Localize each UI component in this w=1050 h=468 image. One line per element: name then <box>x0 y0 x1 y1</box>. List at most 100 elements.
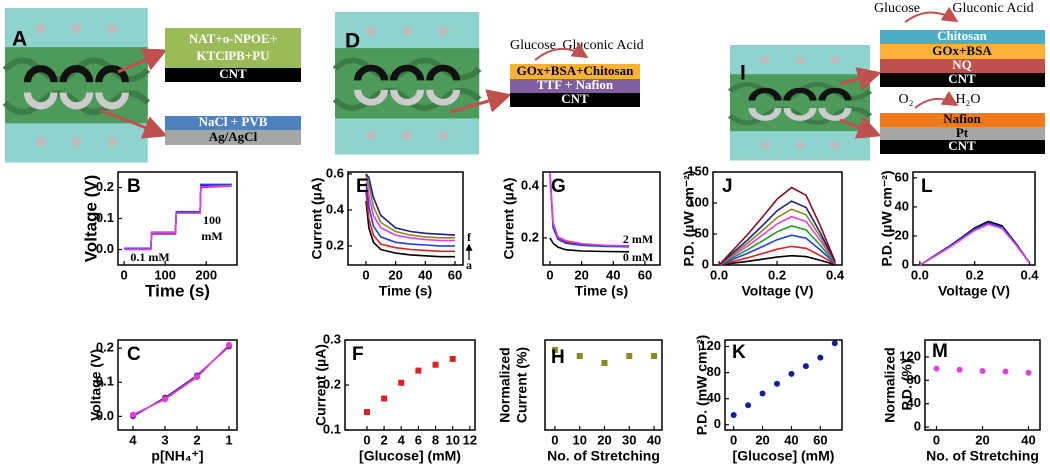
panel-label: J <box>722 176 733 197</box>
panel-label: H <box>551 347 565 368</box>
x-tick-label: 200 <box>195 267 217 282</box>
x-axis-label: p[NH₄⁺] <box>151 448 203 464</box>
x-tick-label: 0.2 <box>966 267 984 282</box>
diagram-d: D Glucose Gluconic Acid GOx+BSA+Chitosan… <box>335 12 644 155</box>
annotation: 0.1 mM <box>130 250 169 264</box>
series-line <box>365 173 455 242</box>
data-point <box>432 361 439 368</box>
y-tick-label: 0.4 <box>521 177 540 192</box>
y-tick-label: 50 <box>695 225 709 240</box>
x-tick-label: 2 <box>380 432 387 447</box>
x-tick-label: 20 <box>388 267 402 282</box>
x-tick-label: 0 <box>730 432 737 447</box>
y-tick-label: 40 <box>895 198 909 213</box>
panel-label: L <box>921 176 933 197</box>
y-tick-label: 0.3 <box>323 331 341 346</box>
series-line <box>132 344 230 416</box>
y-tick-label: 0 <box>902 256 909 271</box>
x-tick-label: 30 <box>622 432 636 447</box>
x-tick-label: 60 <box>638 267 652 282</box>
panel-label: C <box>127 344 141 365</box>
series-line <box>718 234 836 266</box>
layer-label: CNT <box>561 91 589 106</box>
x-tick-label: 20 <box>975 432 989 447</box>
y-axis-label: P.D. (µW cm⁻²) <box>681 170 697 266</box>
x-tick-label: 2 <box>193 432 200 447</box>
x-tick-label: 10 <box>445 432 459 447</box>
plot-frame <box>912 171 1036 266</box>
x-tick-label: 0.0 <box>710 267 728 282</box>
layer-label: Ag/AgCl <box>209 129 258 144</box>
plot-frame <box>724 339 843 431</box>
layer-label: TTF + Nafion <box>537 77 614 92</box>
y-tick-label: 0.1 <box>323 421 341 436</box>
reaction-text: Gluconic Acid <box>952 1 1033 16</box>
y-tick-label: 0.2 <box>326 237 344 252</box>
data-point <box>1002 368 1009 375</box>
series-line <box>124 184 232 250</box>
x-tick-label: 3 <box>161 432 168 447</box>
series-line <box>365 191 455 253</box>
layer-label: NAT+o-NPOE+ <box>189 31 277 46</box>
y-tick-label: 0.0 <box>96 241 114 256</box>
layer-label: NQ <box>952 57 972 72</box>
annotation: 100 <box>203 213 221 227</box>
series-line <box>549 172 630 247</box>
x-tick-label: 0 <box>546 267 553 282</box>
data-point <box>194 374 201 381</box>
series-line <box>365 173 456 236</box>
series-line <box>718 186 836 266</box>
y-tick-label: 60 <box>895 169 909 184</box>
y-axis-label: P.D. (mW cm⁻²) <box>694 335 710 435</box>
y-axis-label: Normalized <box>497 347 513 422</box>
x-tick-label: 40 <box>606 267 620 282</box>
x-tick-label: 4 <box>129 432 137 447</box>
x-tick-label: 100 <box>154 267 176 282</box>
diagram-i: I Glucose Gluconic Acid Chitosan GOx+BSA… <box>730 1 1045 160</box>
panel-label: K <box>732 342 746 363</box>
y-tick-label: 0.1 <box>96 374 114 389</box>
series-line <box>718 215 836 266</box>
series-line <box>549 175 630 248</box>
reaction-text: Glucose <box>874 1 920 16</box>
x-tick-label: 0.0 <box>911 267 929 282</box>
data-point <box>381 395 388 402</box>
data-point <box>956 366 963 373</box>
data-point <box>363 409 370 415</box>
x-tick-label: 40 <box>784 432 798 447</box>
x-tick-label: 0 <box>362 267 369 282</box>
layer-label: GOx+BSA <box>932 43 992 58</box>
layer-label: KTClPB+PU <box>196 48 270 63</box>
y-tick-label: 0.2 <box>96 179 114 194</box>
y-tick-label: 20 <box>895 227 909 242</box>
reaction-text: H₂O <box>955 92 980 107</box>
data-point <box>551 347 558 353</box>
x-tick-label: 0.4 <box>826 267 845 282</box>
data-point <box>626 353 633 359</box>
x-axis-label: Voltage (V) <box>938 283 1010 299</box>
y-tick-label: 0.1 <box>96 210 114 225</box>
series-line <box>919 222 1031 266</box>
data-point <box>1025 369 1032 376</box>
series-line <box>718 225 836 266</box>
x-tick-label: 4 <box>398 432 406 447</box>
data-point <box>226 341 233 348</box>
panel-label: A <box>12 28 27 51</box>
y-tick-label: 40 <box>907 395 921 410</box>
x-axis-label: Time (s) <box>379 283 432 299</box>
plot-frame <box>542 171 661 266</box>
layer-label: CNT <box>948 71 976 86</box>
annotation: 2 mM <box>623 232 653 246</box>
x-tick-label: 6 <box>415 432 422 447</box>
x-tick-label: 8 <box>432 432 439 447</box>
y-tick-label: 0 <box>702 256 709 271</box>
x-tick-label: 0.2 <box>768 267 786 282</box>
series-line <box>549 237 630 253</box>
data-point <box>831 340 838 347</box>
y-axis-label: Voltage (V) <box>81 175 100 263</box>
series-line <box>718 254 836 266</box>
data-point <box>933 365 940 372</box>
series-line <box>919 223 1031 266</box>
annotation: f <box>467 230 472 244</box>
